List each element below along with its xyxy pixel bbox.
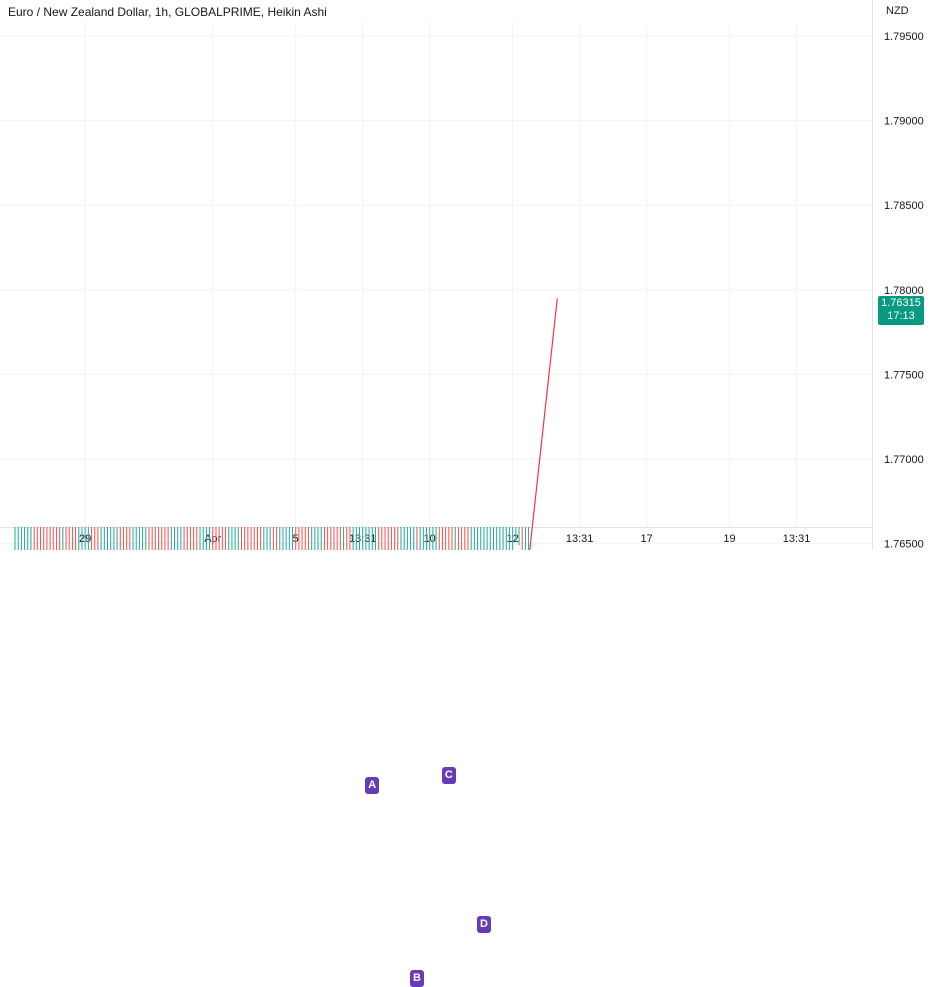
y-tick-label: 1.76500 — [884, 539, 924, 550]
y-tick-label: 1.79000 — [884, 116, 924, 128]
x-tick-label: 13:31 — [783, 533, 811, 545]
x-tick-label: 19 — [723, 533, 735, 545]
last-price-tag: 1.76315 17:13 — [878, 296, 924, 325]
chart-svg[interactable]: 1.740001.745001.750001.755001.760001.765… — [0, 0, 932, 550]
projection-line — [529, 298, 558, 550]
x-tick-label: 13:31 — [566, 533, 594, 545]
pattern-marker-b[interactable]: B — [409, 970, 424, 987]
currency-label: NZD — [886, 5, 909, 17]
pattern-marker-d[interactable]: D — [476, 916, 491, 934]
pattern-marker-c[interactable]: C — [441, 767, 456, 785]
chart-area[interactable]: 1.740001.745001.750001.755001.760001.765… — [0, 0, 932, 550]
countdown-value: 17:13 — [887, 310, 915, 322]
x-tick-label: 17 — [640, 533, 652, 545]
y-tick-label: 1.78500 — [884, 200, 924, 212]
last-price-value: 1.76315 — [881, 297, 921, 309]
y-tick-label: 1.78000 — [884, 285, 924, 297]
y-tick-label: 1.77500 — [884, 369, 924, 381]
y-tick-label: 1.79500 — [884, 31, 924, 43]
y-tick-label: 1.77000 — [884, 454, 924, 466]
pattern-marker-a[interactable]: A — [365, 777, 380, 795]
chart-title: Euro / New Zealand Dollar, 1h, GLOBALPRI… — [8, 5, 327, 19]
